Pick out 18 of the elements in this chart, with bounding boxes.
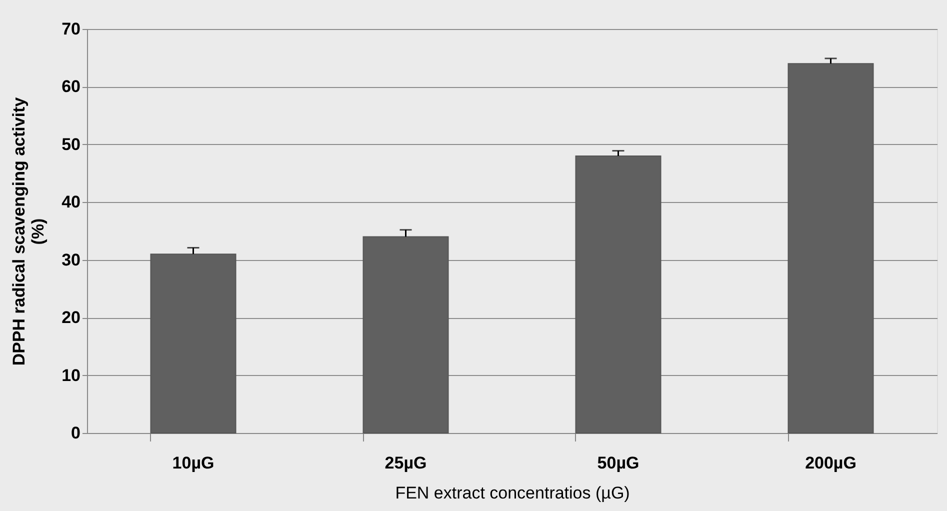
y-tick-label: 50 bbox=[62, 134, 80, 154]
y-axis-title: DPPH radical scavenging activity (%) bbox=[10, 96, 48, 366]
x-tick-label: 50µG bbox=[597, 454, 640, 472]
y-tick-label: 20 bbox=[62, 308, 80, 328]
x-tick-label: 10µG bbox=[172, 454, 214, 472]
y-tick-label: 30 bbox=[62, 250, 80, 270]
x-tick-label: 200µG bbox=[805, 454, 856, 472]
bar bbox=[575, 155, 662, 434]
y-tick-label: 10 bbox=[62, 366, 80, 385]
bar bbox=[788, 63, 874, 434]
y-tick-label: 0 bbox=[71, 424, 80, 442]
bar bbox=[362, 236, 449, 434]
x-axis-title: FEN extract concentratios (µG) bbox=[395, 484, 630, 502]
bar bbox=[150, 254, 236, 434]
x-tick-label: 25µG bbox=[384, 454, 427, 472]
y-tick-label: 70 bbox=[62, 20, 80, 38]
y-tick-label: 60 bbox=[62, 77, 80, 96]
y-tick-label: 40 bbox=[62, 192, 80, 212]
